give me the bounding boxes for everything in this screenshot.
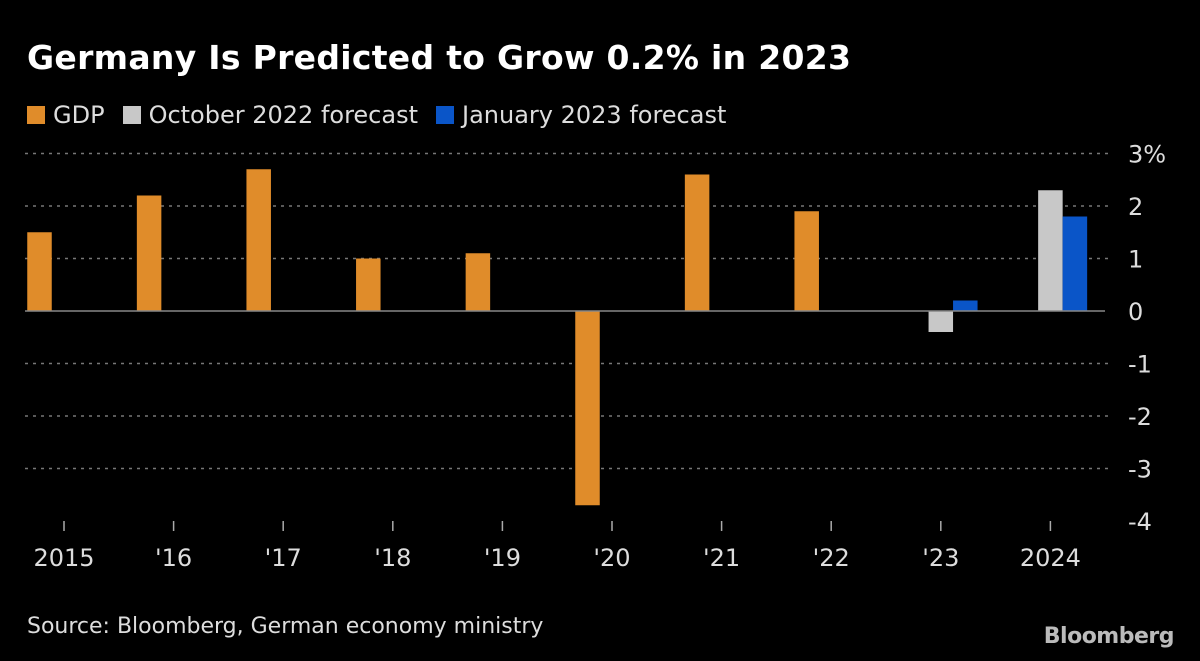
source-note: Source: Bloomberg, German economy minist… (27, 614, 544, 639)
legend-swatch (122, 106, 141, 124)
legend-swatch (27, 106, 45, 124)
y-tick-label: 0 (1128, 298, 1143, 326)
bar (794, 211, 819, 311)
bar (465, 253, 491, 311)
bar (246, 169, 271, 311)
x-tick-label: '18 (374, 544, 411, 572)
y-tick-label: 1 (1128, 246, 1143, 274)
bloomberg-logo: Bloomberg (1043, 624, 1175, 649)
x-tick-label: '19 (484, 544, 521, 572)
y-tick-label: 3% (1128, 141, 1166, 169)
bar (928, 311, 954, 332)
legend-item-january-forecast: January 2023 forecast (436, 101, 726, 129)
y-tick-label: -1 (1128, 351, 1152, 379)
x-tick-label: '20 (593, 544, 630, 572)
chart-title: Germany Is Predicted to Grow 0.2% in 202… (27, 38, 852, 77)
legend-swatch (436, 106, 454, 124)
bar (1038, 190, 1063, 311)
bar (356, 258, 381, 311)
bar (1062, 216, 1088, 311)
bar (953, 300, 978, 311)
y-tick-label: -4 (1128, 508, 1152, 536)
x-tick-label: '22 (813, 544, 850, 572)
x-tick-label: '21 (703, 544, 740, 572)
y-tick-label: 2 (1128, 193, 1143, 221)
x-tick-label: 2015 (33, 544, 94, 572)
y-tick-label: -2 (1128, 403, 1152, 431)
x-tick-label: '16 (155, 544, 192, 572)
legend-label: GDP (53, 101, 105, 129)
bar (27, 232, 52, 311)
legend-item-october-forecast: October 2022 forecast (122, 101, 418, 129)
bar (136, 195, 162, 311)
x-tick-label: 2024 (1020, 544, 1081, 572)
x-tick-label: '23 (922, 544, 959, 572)
legend-label: January 2023 forecast (462, 101, 727, 129)
y-tick-label: -3 (1128, 456, 1152, 484)
legend-item-gdp: GDP (27, 101, 105, 129)
bar (575, 311, 600, 506)
legend: GDP October 2022 forecast January 2023 f… (27, 101, 726, 129)
x-tick-label: '17 (265, 544, 302, 572)
legend-label: October 2022 forecast (148, 101, 418, 129)
bar (684, 174, 710, 311)
